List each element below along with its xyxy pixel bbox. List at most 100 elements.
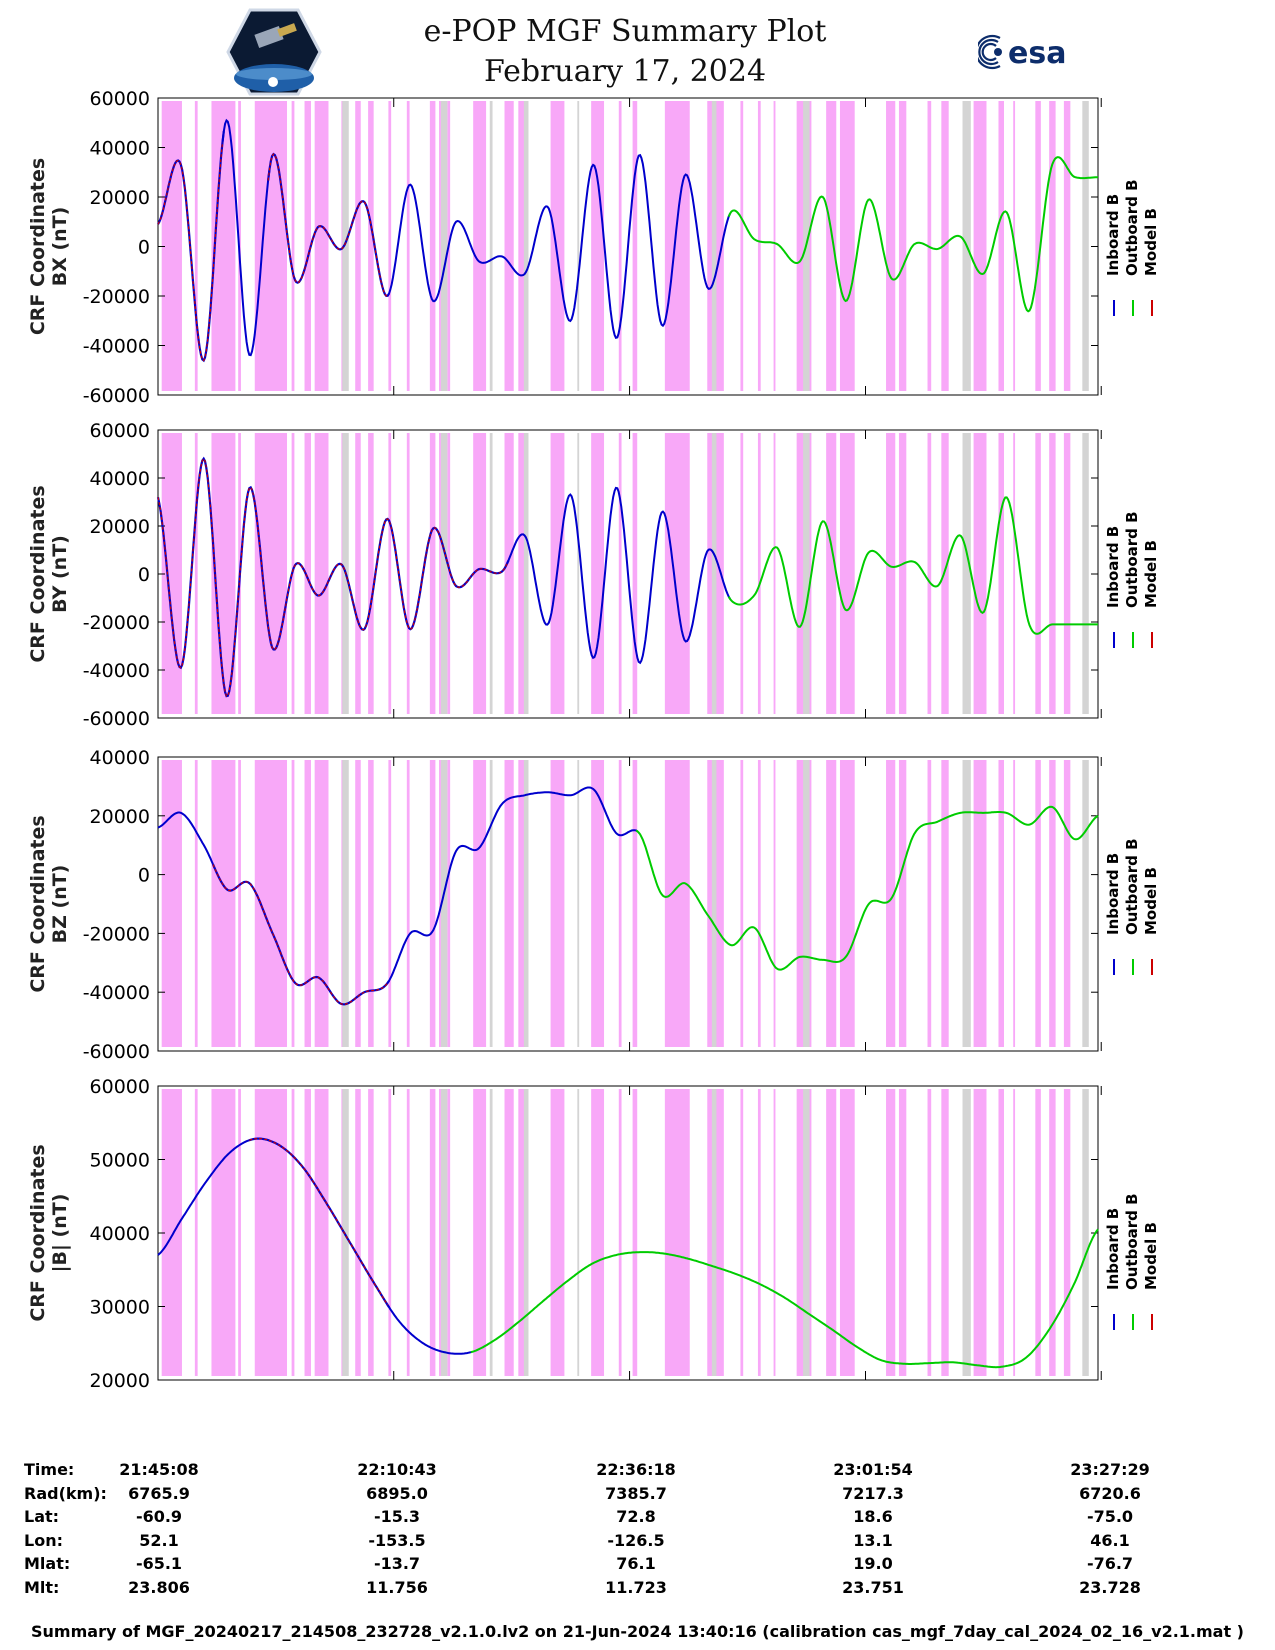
eclipse-band (591, 101, 605, 391)
gap-band (711, 101, 717, 391)
eclipse-band (314, 433, 329, 714)
eclipse-band (927, 760, 932, 1047)
gap-band (342, 760, 349, 1047)
eclipse-band (304, 760, 311, 1047)
orbit-row-time: Time: 21:45:08 22:10:43 22:36:18 23:01:54 23:… (0, 1460, 1275, 1482)
eclipse-band (886, 760, 896, 1047)
plot-frame (157, 1085, 1099, 1381)
eclipse-band (304, 1089, 311, 1376)
eclipse-band (664, 101, 690, 391)
eclipse-band (161, 433, 182, 714)
eclipse-band (632, 101, 638, 391)
eclipse-band (355, 1089, 361, 1376)
eclipse-band (518, 1089, 528, 1376)
series-outboard-line (470, 1228, 1099, 1369)
eclipse-band (504, 433, 514, 714)
y-axis-label-line: |B| (nT) (49, 1194, 71, 1273)
eclipse-band (591, 760, 605, 1047)
eclipse-band (518, 433, 528, 714)
eclipse-band (1013, 1089, 1016, 1376)
orbit-value: 52.1 (139, 1530, 179, 1550)
orbit-row-mlat: Mlat: -65.1 -13.7 76.1 19.0 -76.7 (0, 1554, 1275, 1576)
eclipse-band (473, 433, 487, 714)
eclipse-band (406, 1089, 410, 1376)
gap-band (1082, 433, 1089, 714)
legend-label: Outboard B (1123, 1193, 1141, 1290)
gap-band (711, 433, 717, 714)
orbit-value: 72.8 (616, 1507, 656, 1526)
eclipse-band (447, 760, 451, 1047)
series-model-line (249, 1138, 390, 1308)
orbit-value: 11.723 (605, 1577, 667, 1597)
orbit-value: 23:01:54 (833, 1460, 913, 1479)
y-tick-label: 0 (138, 865, 150, 887)
eclipse-band (773, 101, 776, 391)
eclipse-band (632, 1089, 638, 1376)
eclipse-band (773, 1089, 776, 1376)
eclipse-band (618, 101, 622, 391)
eclipse-band (973, 433, 987, 714)
eclipse-band (161, 101, 182, 391)
gap-band (523, 101, 529, 391)
eclipse-band (406, 760, 410, 1047)
eclipse-band (194, 101, 198, 391)
y-axis-label-line: CRF Coordinates (27, 1144, 49, 1321)
orbit-value: 13.1 (853, 1530, 893, 1550)
orbit-value: 7385.7 (605, 1483, 667, 1503)
gap-band (489, 760, 493, 1047)
eclipse-band (304, 433, 311, 714)
series-inboard-line (221, 118, 271, 357)
eclipse-band (826, 760, 837, 1047)
series-inboard-line (157, 811, 216, 868)
eclipse-band (1063, 433, 1071, 714)
legend-label: Model B (1142, 540, 1160, 608)
eclipse-band (504, 101, 514, 391)
eclipse-band (1049, 1089, 1056, 1376)
orbit-value: 6720.6 (1079, 1483, 1141, 1503)
legend-label: Outboard B (1123, 179, 1141, 276)
orbit-row-lon: Lon: 52.1 -153.5 -126.5 13.1 46.1 (0, 1531, 1275, 1553)
orbit-row-label: Rad(km): (24, 1483, 107, 1503)
eclipse-band (632, 760, 638, 1047)
eclipse-band (254, 101, 288, 391)
eclipse-band (355, 760, 361, 1047)
gap-band (440, 101, 448, 391)
eclipse-band (429, 760, 436, 1047)
eclipse-band (886, 1089, 896, 1376)
gap-band (489, 1089, 493, 1376)
eclipse-band (839, 433, 855, 714)
eclipse-band (161, 760, 182, 1047)
eclipse-band (664, 760, 690, 1047)
eclipse-band (757, 101, 761, 391)
orbit-value: 18.6 (853, 1507, 893, 1526)
eclipse-band (1035, 101, 1041, 391)
eclipse-band (618, 433, 622, 714)
gap-band (342, 101, 349, 391)
eclipse-band (314, 760, 329, 1047)
eclipse-band (429, 101, 436, 391)
y-tick-label: 0 (138, 237, 150, 259)
eclipse-band (473, 1089, 487, 1376)
eclipse-band (1049, 101, 1056, 391)
series-inboard-line (386, 1304, 473, 1355)
y-tick-label: 30000 (90, 1297, 150, 1319)
orbit-row-label: Mlat: (24, 1554, 71, 1573)
series-model-line (212, 864, 390, 1005)
eclipse-band (254, 1089, 288, 1376)
plot-date: February 17, 2024 (483, 54, 767, 89)
series-inboard-line (386, 153, 732, 339)
eclipse-band (518, 101, 528, 391)
series-inboard-line (157, 1138, 251, 1256)
legend-label: Inboard B (1104, 1208, 1122, 1290)
series-outboard-line (727, 496, 1098, 635)
eclipse-band (473, 101, 487, 391)
y-tick-label: -60000 (83, 385, 150, 407)
esa-logo: esa (978, 34, 1066, 71)
eclipse-band (291, 760, 295, 1047)
eclipse-band (550, 1089, 565, 1376)
eclipse-band (664, 433, 690, 714)
eclipse-band (211, 433, 236, 714)
eclipse-band (254, 433, 288, 714)
eclipse-band (998, 760, 1004, 1047)
eclipse-band (291, 101, 295, 391)
